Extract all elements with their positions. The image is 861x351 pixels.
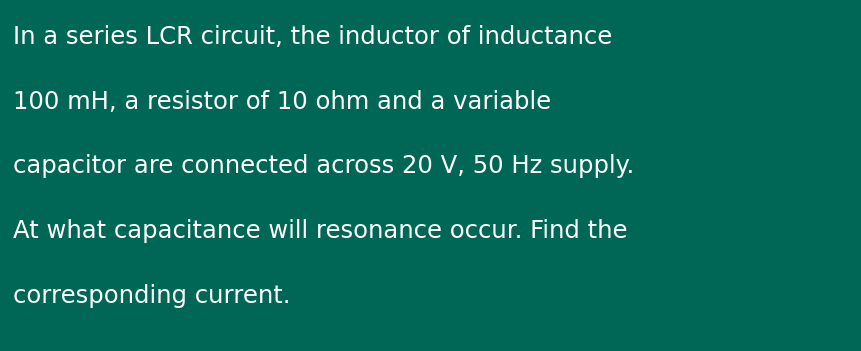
Text: At what capacitance will resonance occur. Find the: At what capacitance will resonance occur…: [13, 219, 627, 243]
Text: capacitor are connected across 20 V, 50 Hz supply.: capacitor are connected across 20 V, 50 …: [13, 154, 634, 178]
Text: In a series LCR circuit, the inductor of inductance: In a series LCR circuit, the inductor of…: [13, 25, 611, 48]
Text: 100 mH, a resistor of 10 ohm and a variable: 100 mH, a resistor of 10 ohm and a varia…: [13, 90, 550, 113]
Text: corresponding current.: corresponding current.: [13, 284, 290, 308]
